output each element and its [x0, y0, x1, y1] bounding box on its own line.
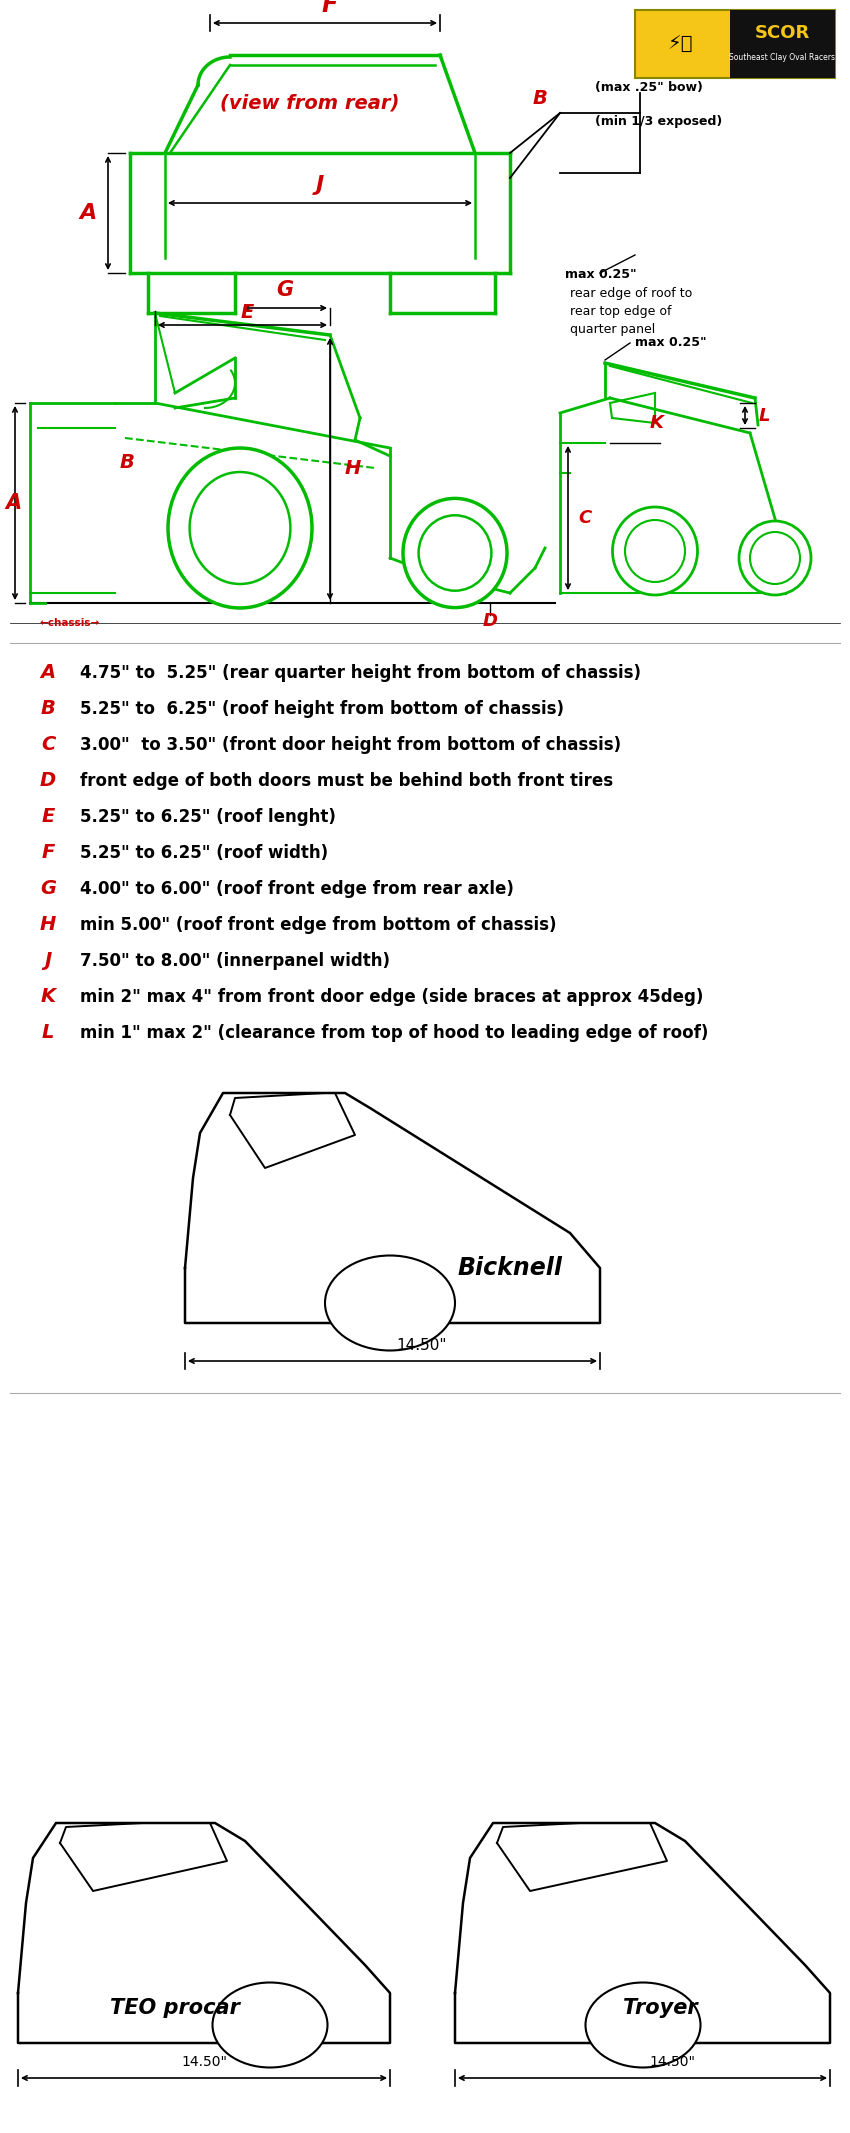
Text: (view from rear): (view from rear)	[220, 94, 400, 113]
Text: A: A	[79, 203, 97, 224]
Text: 4.00" to 6.00" (roof front edge from rear axle): 4.00" to 6.00" (roof front edge from rea…	[80, 881, 514, 898]
Text: G: G	[276, 279, 293, 301]
Text: K: K	[650, 414, 664, 433]
Text: SCOR: SCOR	[754, 23, 809, 43]
Text: rear edge of roof to: rear edge of roof to	[570, 286, 692, 299]
Text: 14.50": 14.50"	[397, 1337, 447, 1352]
FancyBboxPatch shape	[635, 11, 835, 79]
Text: 14.50": 14.50"	[649, 2054, 695, 2069]
Ellipse shape	[750, 531, 800, 584]
Ellipse shape	[190, 471, 291, 584]
Text: 5.25" to  6.25" (roof height from bottom of chassis): 5.25" to 6.25" (roof height from bottom …	[80, 700, 564, 719]
Text: max 0.25": max 0.25"	[635, 337, 706, 350]
Ellipse shape	[418, 516, 491, 591]
Text: (min 1/3 exposed): (min 1/3 exposed)	[595, 115, 722, 128]
Ellipse shape	[625, 520, 685, 582]
Text: H: H	[345, 459, 361, 478]
Text: C: C	[578, 510, 592, 527]
Text: F: F	[42, 843, 54, 862]
Text: E: E	[42, 808, 54, 825]
Text: L: L	[759, 407, 770, 424]
Ellipse shape	[325, 1256, 455, 1350]
Text: 5.25" to 6.25" (roof lenght): 5.25" to 6.25" (roof lenght)	[80, 808, 336, 825]
Ellipse shape	[212, 1982, 327, 2067]
Text: D: D	[40, 772, 56, 791]
Text: C: C	[41, 736, 55, 755]
Ellipse shape	[168, 448, 312, 608]
Text: Southeast Clay Oval Racers: Southeast Clay Oval Racers	[729, 53, 835, 62]
Text: B: B	[533, 90, 547, 109]
Text: A: A	[5, 493, 21, 514]
Text: max 0.25": max 0.25"	[565, 269, 637, 282]
Text: min 5.00" (roof front edge from bottom of chassis): min 5.00" (roof front edge from bottom o…	[80, 915, 557, 934]
Text: Troyer: Troyer	[623, 1999, 697, 2018]
Text: 4.75" to  5.25" (rear quarter height from bottom of chassis): 4.75" to 5.25" (rear quarter height from…	[80, 663, 641, 683]
Text: B: B	[120, 454, 135, 474]
Text: Bicknell: Bicknell	[457, 1256, 563, 1280]
Text: K: K	[41, 988, 55, 1007]
Text: (max .25" bow): (max .25" bow)	[595, 81, 703, 94]
Text: J: J	[44, 951, 52, 971]
Text: G: G	[40, 879, 56, 898]
Text: ←chassis→: ←chassis→	[40, 619, 100, 627]
Text: quarter panel: quarter panel	[570, 322, 655, 335]
Text: F: F	[322, 0, 338, 17]
Ellipse shape	[586, 1982, 700, 2067]
Text: E: E	[241, 303, 253, 322]
Text: D: D	[483, 612, 497, 629]
Text: 14.50": 14.50"	[181, 2054, 227, 2069]
Ellipse shape	[403, 499, 507, 608]
Ellipse shape	[739, 520, 811, 595]
Text: min 2" max 4" from front door edge (side braces at approx 45deg): min 2" max 4" from front door edge (side…	[80, 988, 703, 1007]
Text: front edge of both doors must be behind both front tires: front edge of both doors must be behind …	[80, 772, 613, 789]
Ellipse shape	[613, 508, 698, 595]
Text: 7.50" to 8.00" (innerpanel width): 7.50" to 8.00" (innerpanel width)	[80, 951, 390, 971]
Text: TEO procar: TEO procar	[110, 1999, 240, 2018]
Text: H: H	[40, 915, 56, 934]
Text: B: B	[41, 700, 55, 719]
Bar	[730, 11, 835, 79]
Text: rear top edge of: rear top edge of	[570, 305, 672, 318]
Text: min 1" max 2" (clearance from top of hood to leading edge of roof): min 1" max 2" (clearance from top of hoo…	[80, 1024, 708, 1043]
Text: 3.00"  to 3.50" (front door height from bottom of chassis): 3.00" to 3.50" (front door height from b…	[80, 736, 621, 753]
Text: L: L	[42, 1024, 54, 1043]
Text: A: A	[41, 663, 55, 683]
Text: J: J	[316, 175, 324, 194]
Text: ⚡🏎: ⚡🏎	[667, 34, 693, 53]
Text: 5.25" to 6.25" (roof width): 5.25" to 6.25" (roof width)	[80, 845, 328, 862]
